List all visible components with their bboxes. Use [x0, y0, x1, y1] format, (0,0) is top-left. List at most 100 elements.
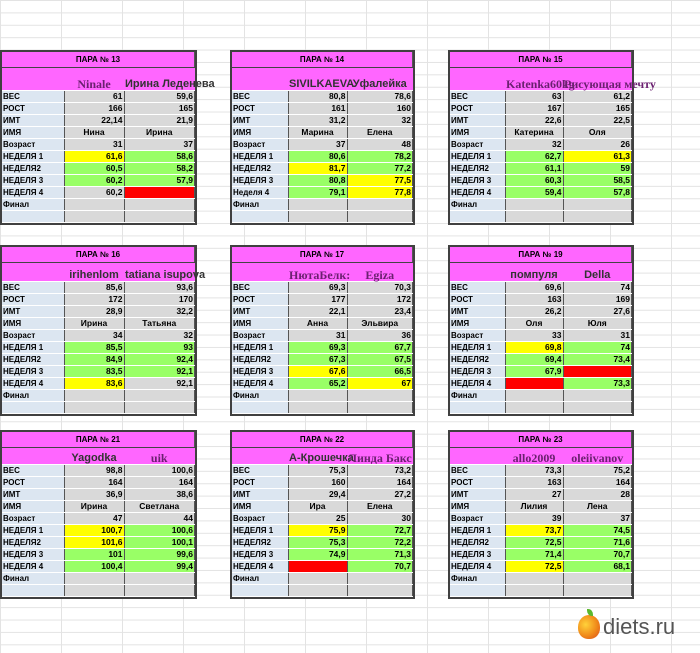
cell-value-2[interactable]: 164 [347, 476, 413, 489]
cell-value-1[interactable]: Лилия [505, 500, 564, 513]
cell-value-1[interactable]: 80,8 [288, 174, 348, 187]
cell-value-2[interactable] [124, 198, 195, 211]
cell-value-1[interactable]: 31 [288, 329, 348, 342]
cell-value-2[interactable] [563, 572, 632, 585]
cell-value-2[interactable]: 77,8 [347, 186, 413, 199]
cell-value-2[interactable]: 23,4 [347, 305, 413, 318]
cell-value-2[interactable]: 70,7 [347, 560, 413, 573]
cell-value-1[interactable]: 62,7 [505, 150, 564, 163]
cell-value-1[interactable]: 60,5 [64, 162, 125, 175]
cell-value-2[interactable]: 66,5 [347, 365, 413, 378]
cell-value-2[interactable] [124, 572, 195, 585]
cell-value-1[interactable]: 60,3 [505, 174, 564, 187]
cell-value-2[interactable]: 37 [124, 138, 195, 151]
cell-value-1[interactable]: 67,3 [288, 353, 348, 366]
cell-value-2[interactable]: 164 [124, 476, 195, 489]
cell-value-2[interactable]: Татьяна [124, 317, 195, 330]
cell-value-1[interactable]: 79,1 [288, 186, 348, 199]
cell-value-1[interactable]: 84,9 [64, 353, 125, 366]
cell-value-1[interactable]: 80,8 [288, 90, 348, 103]
cell-value-1[interactable]: 167 [505, 102, 564, 115]
cell-value-1[interactable]: 85,6 [64, 281, 125, 294]
cell-value-2[interactable]: 71,3 [347, 548, 413, 561]
cell-value-1[interactable]: Оля [505, 317, 564, 330]
cell-value-2[interactable]: 77,2 [347, 162, 413, 175]
cell-value-2[interactable]: 172 [347, 293, 413, 306]
cell-value-1[interactable]: 25 [288, 512, 348, 525]
cell-value-1[interactable]: 63 [505, 90, 564, 103]
cell-value-2[interactable] [124, 389, 195, 402]
cell-value-2[interactable]: 27,6 [563, 305, 632, 318]
cell-value-1[interactable]: Нина [64, 126, 125, 139]
cell-value-1[interactable]: 47 [64, 512, 125, 525]
cell-value-1[interactable]: 39 [505, 512, 564, 525]
cell-value-1[interactable]: 163 [505, 293, 564, 306]
cell-value-1[interactable]: 32 [505, 138, 564, 151]
cell-value-1[interactable]: 81,7 [288, 162, 348, 175]
cell-value-1[interactable]: 172 [64, 293, 125, 306]
cell-value-2[interactable]: 57,9 [124, 174, 195, 187]
cell-value-2[interactable]: 58,6 [124, 150, 195, 163]
cell-value-1[interactable]: 69,4 [505, 353, 564, 366]
cell-value-1[interactable]: 161 [288, 102, 348, 115]
cell-value-1[interactable]: 69,3 [288, 281, 348, 294]
cell-value-2[interactable]: 99,6 [124, 548, 195, 561]
cell-value-1[interactable]: 74,9 [288, 548, 348, 561]
cell-value-2[interactable] [347, 389, 413, 402]
cell-value-2[interactable]: 67 [347, 377, 413, 390]
cell-value-1[interactable]: 163 [505, 476, 564, 489]
cell-value-1[interactable] [505, 389, 564, 402]
cell-value-2[interactable]: 68,1 [563, 560, 632, 573]
cell-value-1[interactable]: 67,9 [505, 365, 564, 378]
cell-value-1[interactable] [288, 401, 348, 414]
cell-value-2[interactable] [563, 365, 632, 378]
cell-value-1[interactable]: 75,9 [288, 524, 348, 537]
cell-value-2[interactable]: 72,7 [347, 524, 413, 537]
cell-value-1[interactable] [64, 584, 125, 597]
cell-value-1[interactable]: 75,3 [288, 464, 348, 477]
cell-value-1[interactable] [64, 198, 125, 211]
cell-value-2[interactable]: 78,6 [347, 90, 413, 103]
cell-value-2[interactable]: 70,7 [563, 548, 632, 561]
cell-value-2[interactable]: 169 [563, 293, 632, 306]
cell-value-2[interactable]: 93,6 [124, 281, 195, 294]
cell-value-1[interactable]: 34 [64, 329, 125, 342]
cell-value-2[interactable]: 30 [347, 512, 413, 525]
cell-value-1[interactable]: 60,2 [64, 186, 125, 199]
cell-value-1[interactable]: 75,3 [288, 536, 348, 549]
cell-value-1[interactable] [505, 572, 564, 585]
cell-value-1[interactable] [288, 560, 348, 573]
cell-value-1[interactable]: 22,14 [64, 114, 125, 127]
cell-value-1[interactable]: Ирина [64, 500, 125, 513]
cell-value-2[interactable]: 100,6 [124, 524, 195, 537]
cell-value-2[interactable]: 67,5 [347, 353, 413, 366]
cell-value-1[interactable]: 28,9 [64, 305, 125, 318]
cell-value-1[interactable]: 72,5 [505, 560, 564, 573]
cell-value-2[interactable]: Светлана [124, 500, 195, 513]
cell-value-2[interactable]: 77,5 [347, 174, 413, 187]
cell-value-2[interactable]: 36 [347, 329, 413, 342]
cell-value-2[interactable]: Эльвира [347, 317, 413, 330]
cell-value-2[interactable]: 61,3 [563, 150, 632, 163]
cell-value-1[interactable]: 71,4 [505, 548, 564, 561]
cell-value-2[interactable]: 78,2 [347, 150, 413, 163]
cell-value-2[interactable]: 170 [124, 293, 195, 306]
cell-value-2[interactable] [347, 210, 413, 223]
cell-value-1[interactable]: 85,5 [64, 341, 125, 354]
cell-value-1[interactable]: 26,2 [505, 305, 564, 318]
cell-value-1[interactable]: Анна [288, 317, 348, 330]
cell-value-2[interactable]: 160 [347, 102, 413, 115]
cell-value-1[interactable] [288, 198, 348, 211]
cell-value-1[interactable]: 80,6 [288, 150, 348, 163]
cell-value-1[interactable]: 177 [288, 293, 348, 306]
cell-value-1[interactable]: 83,6 [64, 377, 125, 390]
cell-value-2[interactable]: 75,2 [563, 464, 632, 477]
cell-value-2[interactable] [124, 186, 195, 199]
cell-value-1[interactable] [505, 198, 564, 211]
cell-value-1[interactable] [505, 584, 564, 597]
cell-value-1[interactable]: Марина [288, 126, 348, 139]
cell-value-2[interactable]: Оля [563, 126, 632, 139]
cell-value-2[interactable]: 31 [563, 329, 632, 342]
cell-value-2[interactable]: 26 [563, 138, 632, 151]
cell-value-2[interactable]: 99,4 [124, 560, 195, 573]
